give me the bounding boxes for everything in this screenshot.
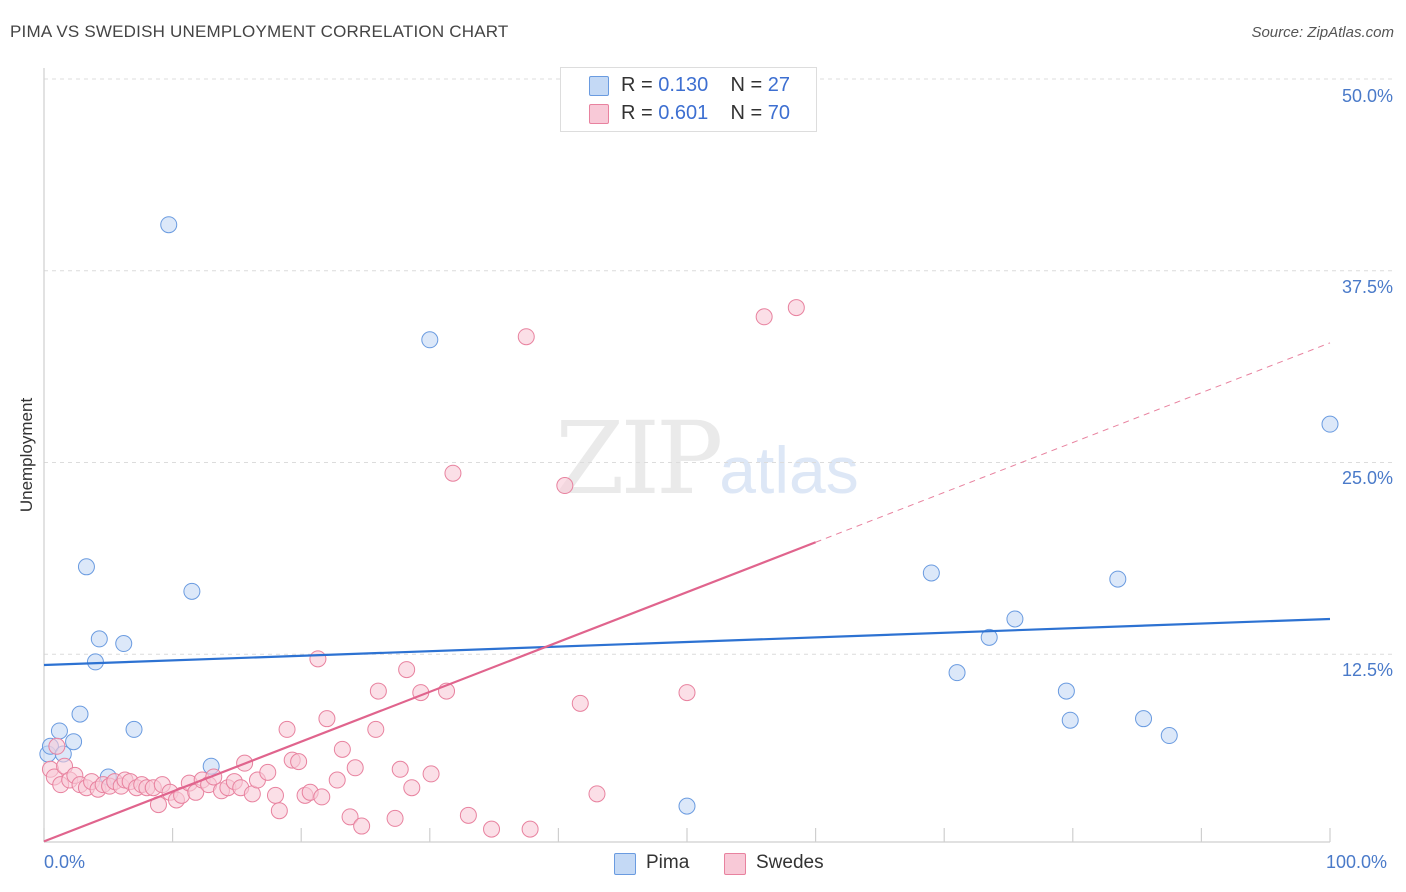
source-label: Source: ZipAtlas.com (1251, 24, 1394, 41)
data-point (346, 759, 364, 777)
data-point (341, 808, 359, 826)
data-point (422, 765, 440, 783)
data-point (270, 802, 288, 820)
data-point (90, 630, 108, 648)
legend-r-value: 0.601 (658, 102, 709, 124)
trendlines (43, 342, 1331, 843)
legend-swatch-swedes (589, 104, 609, 124)
data-point (421, 331, 439, 349)
bottom-legend-label-pima: Pima (646, 852, 690, 873)
data-point (391, 760, 409, 778)
trendline-pima (43, 617, 1331, 667)
x-tick-label-0: 0.0% (44, 852, 86, 872)
legend-swatch-pima (589, 76, 609, 96)
data-point (328, 771, 346, 789)
data-point (556, 477, 574, 495)
data-point (50, 722, 68, 740)
legend: R = 0.130 N = 27 R = 0.601 N = 70 (560, 67, 817, 132)
legend-r-label: R = (621, 102, 659, 124)
y-tick-label-50: 50.0% (1341, 86, 1393, 106)
data-point (266, 786, 284, 804)
series-swedes (41, 299, 805, 838)
data-point (1135, 710, 1153, 728)
data-point (787, 299, 805, 317)
legend-r-label: R = (621, 74, 659, 96)
data-point (483, 820, 501, 838)
data-point (1006, 610, 1024, 628)
y-tick-label-25: 25.0% (1341, 468, 1393, 488)
trendline-swedes (43, 541, 816, 843)
data-point (755, 308, 773, 326)
data-point (588, 785, 606, 803)
watermark-atlas: atlas (719, 433, 859, 507)
data-point (48, 737, 66, 755)
legend-n-label: N = (730, 74, 768, 96)
axes (43, 68, 1331, 843)
data-point (115, 635, 133, 653)
data-point (259, 763, 277, 781)
series-pima (39, 216, 1339, 815)
data-point (77, 558, 95, 576)
data-point (398, 661, 416, 679)
data-point (309, 650, 327, 668)
data-point (369, 682, 387, 700)
grid-lines (44, 78, 1394, 655)
data-point (65, 733, 83, 751)
data-point (71, 705, 89, 723)
data-point (1057, 682, 1075, 700)
legend-n-label: N = (730, 102, 768, 124)
data-point (290, 753, 308, 771)
data-point (333, 740, 351, 758)
y-tick-label-37-5: 37.5% (1341, 277, 1393, 297)
data-point (1061, 711, 1079, 729)
data-point (313, 788, 331, 806)
trendline-swedes (815, 342, 1331, 543)
watermark: ZIPatlas (555, 400, 859, 517)
data-point (459, 806, 477, 824)
data-point (517, 328, 535, 346)
data-point (367, 720, 385, 738)
bottom-legend-label-swedes: Swedes (756, 852, 824, 873)
bottom-legend-swatch-pima (614, 853, 636, 875)
data-point (353, 817, 371, 835)
data-point (1160, 727, 1178, 745)
data-point (444, 464, 462, 482)
data-point (160, 216, 178, 234)
legend-n-value: 70 (767, 102, 791, 124)
data-point (125, 720, 143, 738)
bottom-legend-swatch-swedes (724, 853, 746, 875)
data-point (571, 694, 589, 712)
legend-r-value: 0.130 (658, 74, 709, 96)
data-point (922, 564, 940, 582)
data-point (521, 820, 539, 838)
x-tick-label-100: 100.0% (1326, 852, 1388, 872)
data-point (403, 779, 421, 797)
data-point (183, 582, 201, 600)
data-point (948, 664, 966, 682)
data-point (1321, 415, 1339, 433)
watermark-zip: ZIP (555, 400, 723, 517)
data-point (386, 809, 404, 827)
data-point (980, 628, 998, 646)
data-point (278, 720, 296, 738)
data-point (318, 710, 336, 728)
legend-n-value: 27 (767, 74, 791, 96)
data-point (678, 684, 696, 702)
y-tick-label-12-5: 12.5% (1341, 660, 1393, 680)
data-point (1109, 570, 1127, 588)
chart-title: PIMA VS SWEDISH UNEMPLOYMENT CORRELATION… (10, 22, 509, 41)
data-point (678, 797, 696, 815)
